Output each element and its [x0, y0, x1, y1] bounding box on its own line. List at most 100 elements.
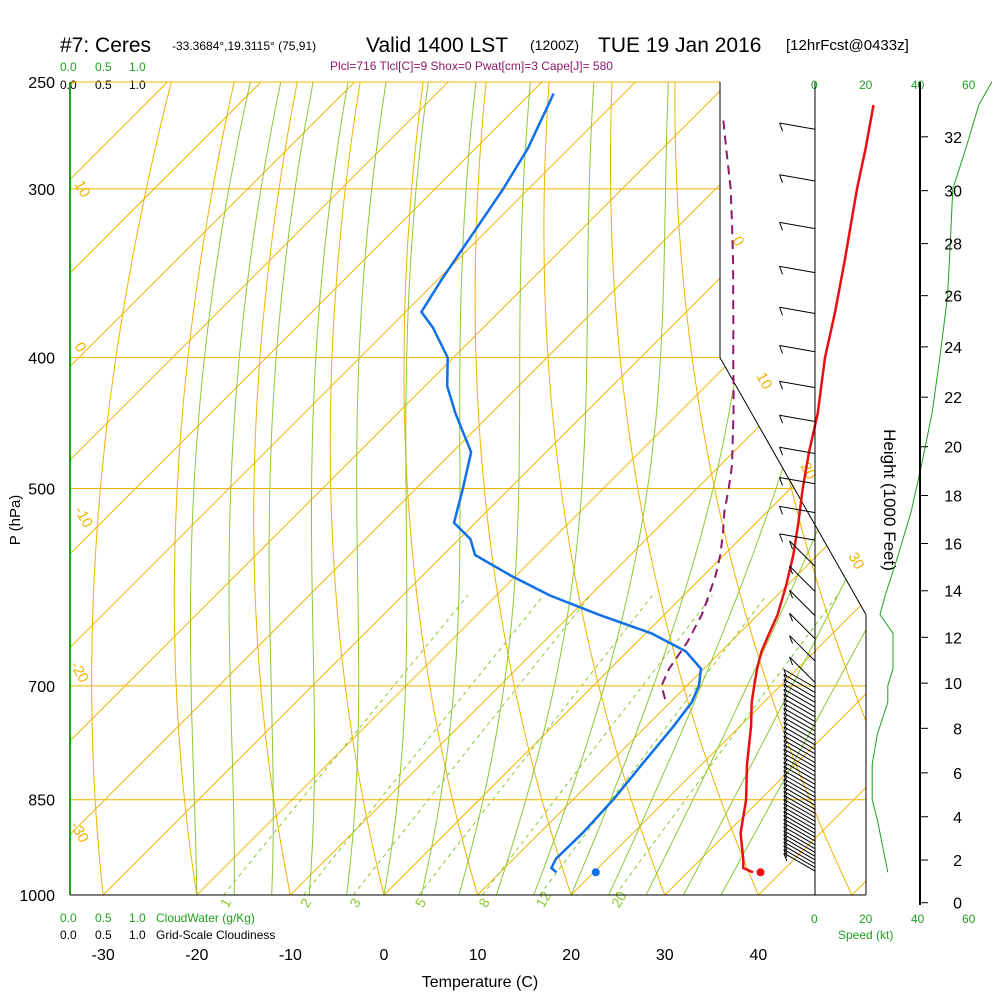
moist-adiabat [228, 82, 282, 895]
pressure-tick-label: 500 [28, 482, 55, 499]
speed-top-green-20: 20 [859, 78, 873, 92]
x-axis-title: Temperature (C) [422, 974, 538, 991]
station-coords: -33.3684°,19.3115° (75,91) [172, 39, 316, 53]
forecast-date: TUE 19 Jan 2016 [598, 34, 761, 57]
zulu-time: (1200Z) [530, 37, 579, 53]
wind-barb [779, 414, 816, 422]
moist-adiabat [346, 82, 387, 895]
cloud-top-green-2: 1.0 [129, 60, 146, 74]
wind-barb-flag [783, 703, 788, 712]
speed-top-green-60: 60 [962, 78, 976, 92]
height-tick-label: 14 [944, 584, 962, 601]
wind-barb [783, 683, 816, 703]
cloud-bottom-black-0: 0.0 [60, 928, 77, 942]
y-axis-title: P (hPa) [7, 495, 24, 546]
moist-adiabat [190, 82, 251, 895]
wind-barb [783, 810, 816, 830]
cloud-top-black-1: 0.5 [95, 78, 112, 92]
height-tick-label: 28 [944, 237, 962, 254]
wind-barb [783, 765, 816, 785]
pressure-tick-label: 1000 [19, 888, 55, 905]
wind-barb-flag [783, 761, 788, 771]
wind-barb [783, 818, 816, 838]
wind-barb [783, 726, 816, 746]
height-tick-label: 20 [944, 440, 962, 457]
wind-barb [789, 540, 816, 567]
cloud-bottom-green-0: 0.0 [60, 911, 77, 925]
chart-header: #7: Ceres -33.3684°,19.3115° (75,91) Val… [60, 34, 909, 73]
height-tick-label: 26 [944, 289, 962, 306]
height-tick-label: 32 [944, 130, 962, 147]
cloudwater-label: CloudWater (g/Kg) [156, 911, 255, 925]
wind-barb [779, 533, 816, 541]
wind-barb [789, 565, 816, 592]
dry-adiabat [173, 82, 235, 895]
pressure-tick-label: 400 [28, 351, 55, 368]
wind-barb-flag [779, 477, 784, 486]
isotherm-line [477, 82, 866, 895]
cloud-bottom-black-2: 1.0 [129, 928, 146, 942]
wind-barb-flag [789, 540, 794, 550]
parcel-line [660, 116, 735, 700]
dry-adiabat [91, 82, 172, 895]
wind-barb-flag [789, 613, 794, 622]
height-tick-label: 18 [944, 488, 962, 505]
wind-barb [783, 669, 816, 688]
cloud-top-black-2: 1.0 [129, 78, 146, 92]
wind-barb-flag [783, 689, 788, 698]
wind-barb-flag [779, 415, 784, 424]
wind-barb-flag [783, 679, 788, 688]
temperature-tick-label: 20 [562, 947, 580, 964]
wind-barb [783, 744, 816, 764]
surface-temperature-marker [756, 868, 765, 877]
wind-barb-flag [783, 766, 788, 775]
mixing-ratio-line [303, 595, 544, 895]
cloud-bottom-black-1: 0.5 [95, 928, 112, 942]
wind-barb [783, 735, 816, 755]
wind-barb [783, 782, 816, 802]
valid-time: Valid 1400 LST [366, 34, 508, 57]
wind-barb-flag [783, 826, 788, 835]
wind-barb [779, 446, 816, 454]
wind-barb-flag [789, 635, 794, 644]
height-tick-label: 22 [944, 390, 962, 407]
temperature-tick-label: -20 [185, 947, 208, 964]
isotherm-line [70, 82, 262, 895]
speed-bottom-20: 20 [859, 912, 873, 926]
wind-barb-flag [783, 770, 788, 779]
wind-barb [779, 265, 816, 274]
moist-adiabat [420, 82, 477, 895]
pressure-tick-label: 250 [28, 75, 55, 92]
height-tick-label: 10 [944, 676, 962, 693]
height-tick-label: 16 [944, 536, 962, 553]
isotherm-line [70, 82, 355, 895]
cloud-bottom-green-1: 0.5 [95, 911, 112, 925]
wind-barb-flag [779, 307, 784, 316]
dry-adiabat-label: -10 [71, 504, 97, 531]
cloud-top-green-1: 0.5 [95, 60, 112, 74]
wind-barb-flag [783, 684, 788, 693]
wind-speed-scale: 0 20 40 60 0 20 40 60 Speed (kt) [811, 78, 976, 942]
moist-adiabat [645, 82, 866, 895]
wind-barb [789, 589, 816, 616]
wind-barb-flag [779, 345, 784, 354]
speed-bottom-60: 60 [962, 912, 976, 926]
wind-barb [779, 174, 816, 182]
mixing-ratio-label: 12 [532, 888, 554, 910]
mixing-ratio-label: 2 [297, 895, 315, 910]
wind-barb-flag [779, 174, 784, 183]
wind-barb-flag [783, 708, 788, 717]
wind-barb [779, 380, 816, 389]
wind-barb [783, 786, 816, 806]
wind-barb [783, 778, 816, 798]
height-tick-label: 12 [944, 630, 962, 647]
height-tick-label: 8 [953, 721, 962, 738]
mixing-ratio-label: 5 [412, 895, 430, 910]
dewpoint-line [419, 93, 703, 874]
wind-barb [783, 837, 816, 857]
temperature-line [739, 104, 875, 874]
wind-barb [789, 612, 816, 640]
